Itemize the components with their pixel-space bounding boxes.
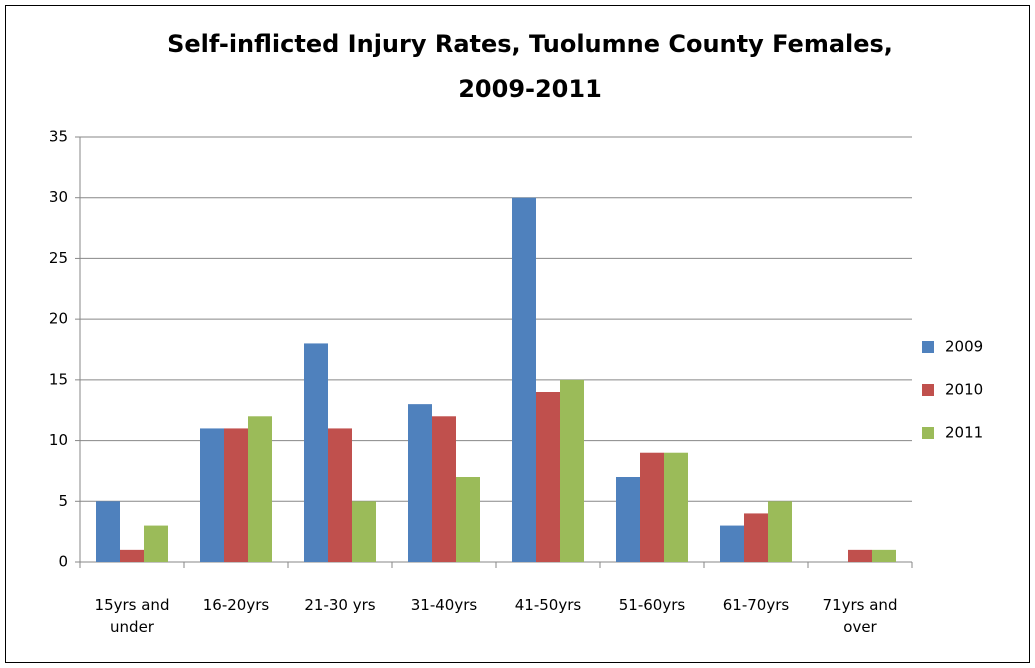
bar [408, 404, 432, 562]
bar [664, 452, 688, 562]
x-tick-label: 61-70yrs [722, 596, 790, 614]
bar [328, 428, 352, 562]
legend-swatch [922, 341, 934, 353]
bar [744, 513, 768, 562]
bar [872, 549, 896, 562]
bar [144, 525, 168, 562]
x-tick-label: 31-40yrs [410, 596, 478, 614]
x-tick-label: 16-20yrs [202, 596, 270, 614]
y-tick-label: 20 [49, 310, 68, 328]
y-tick-label: 0 [58, 553, 68, 571]
x-tick-label: 41-50yrs [514, 596, 582, 614]
bar [224, 428, 248, 562]
bar [768, 501, 792, 562]
bar [352, 501, 376, 562]
chart-title: Self-inflicted Injury Rates, Tuolumne Co… [167, 30, 893, 103]
x-tick-label: 71yrs and over [822, 596, 898, 636]
bar [536, 392, 560, 562]
legend-swatch [922, 427, 934, 439]
bar [432, 416, 456, 562]
bar [120, 549, 144, 562]
x-tick-label: 21-30 yrs [304, 596, 376, 614]
x-tick-label: 15yrs and under [94, 596, 170, 636]
bar [248, 416, 272, 562]
y-tick-label: 30 [49, 188, 68, 206]
bar [512, 197, 536, 562]
bar [848, 549, 872, 562]
chart-border [5, 5, 1030, 663]
y-tick-label: 10 [49, 431, 68, 449]
x-tick-label: 51-60yrs [618, 596, 686, 614]
legend-swatch [922, 384, 934, 396]
bar [720, 525, 744, 562]
y-tick-label: 25 [49, 249, 68, 267]
y-tick-label: 5 [58, 492, 68, 510]
y-tick-label: 35 [49, 128, 68, 146]
legend-label: 2010 [945, 381, 983, 399]
legend-label: 2009 [945, 338, 983, 356]
bar [96, 501, 120, 562]
bar [560, 379, 584, 562]
bar [616, 477, 640, 562]
bar [200, 428, 224, 562]
legend-label: 2011 [945, 424, 983, 442]
bar [640, 452, 664, 562]
bar [456, 477, 480, 562]
y-tick-label: 15 [49, 370, 68, 388]
bar [304, 343, 328, 562]
